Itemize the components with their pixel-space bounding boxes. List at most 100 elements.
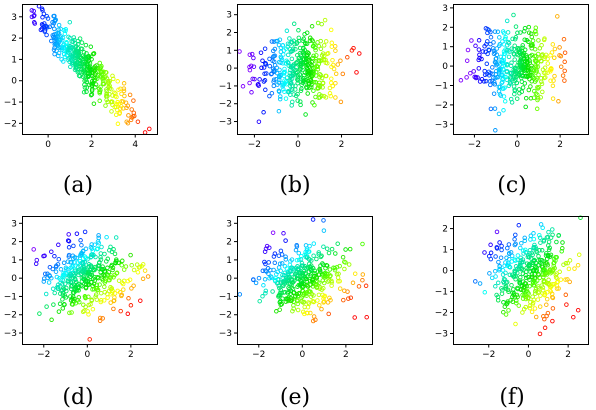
data-point	[77, 263, 83, 269]
data-point	[41, 276, 47, 281]
data-point	[85, 265, 91, 270]
data-point	[515, 30, 520, 36]
data-point	[541, 37, 547, 43]
data-point	[352, 315, 357, 320]
data-point	[67, 19, 73, 25]
data-point	[41, 253, 46, 259]
data-point	[544, 296, 550, 302]
data-point	[117, 110, 123, 115]
data-point	[486, 48, 492, 53]
data-point	[289, 56, 295, 62]
data-point	[537, 235, 543, 240]
data-point	[540, 285, 546, 290]
data-point	[547, 267, 552, 273]
data-point	[74, 231, 80, 236]
data-point	[476, 66, 482, 71]
data-point	[262, 277, 268, 282]
data-point	[56, 31, 62, 36]
data-point	[567, 279, 572, 285]
data-point	[546, 229, 551, 235]
data-point	[267, 63, 273, 69]
data-point	[49, 249, 54, 254]
data-point	[513, 71, 518, 77]
data-point	[97, 60, 103, 66]
data-point	[496, 259, 501, 265]
data-point	[304, 246, 310, 251]
x-tick-label: −2	[248, 140, 261, 150]
data-point	[67, 35, 73, 41]
data-point	[69, 310, 74, 315]
data-point	[73, 300, 79, 306]
data-point	[548, 53, 553, 58]
data-point	[515, 45, 521, 51]
data-point	[293, 70, 299, 76]
data-point	[276, 89, 282, 94]
data-point	[301, 50, 306, 56]
data-point	[34, 257, 40, 263]
data-point	[501, 309, 506, 315]
data-point	[522, 235, 527, 241]
data-point	[537, 304, 543, 309]
data-point	[343, 247, 348, 252]
data-point	[121, 86, 127, 91]
data-point	[538, 222, 544, 227]
data-point	[304, 65, 310, 71]
data-point	[519, 75, 524, 81]
data-point	[309, 84, 314, 90]
data-point	[520, 64, 526, 69]
data-point	[533, 314, 539, 320]
data-point	[559, 249, 564, 254]
data-point	[104, 89, 109, 94]
data-point	[488, 250, 494, 256]
data-point	[310, 318, 316, 324]
data-point	[542, 325, 548, 331]
data-point	[56, 309, 62, 314]
data-point	[306, 51, 311, 56]
data-point	[464, 75, 469, 80]
data-point	[540, 52, 545, 57]
data-point	[563, 277, 568, 282]
x-tick-label: 0	[84, 350, 90, 360]
data-point	[313, 47, 318, 53]
data-point	[68, 294, 73, 299]
data-point	[320, 80, 326, 86]
data-point	[560, 246, 565, 251]
data-point	[313, 317, 318, 323]
y-tick-label: −2	[435, 309, 448, 319]
data-point	[311, 253, 316, 258]
data-point	[97, 98, 102, 104]
data-point	[490, 65, 495, 70]
data-point	[319, 53, 325, 58]
data-point	[531, 268, 536, 274]
data-point	[104, 259, 109, 264]
data-point	[131, 98, 136, 103]
data-point	[259, 65, 264, 71]
data-point	[489, 275, 495, 281]
data-point	[69, 276, 75, 281]
data-point	[532, 306, 538, 311]
data-point	[89, 298, 94, 303]
data-point	[84, 85, 90, 90]
data-point	[328, 27, 334, 33]
data-point	[501, 276, 507, 282]
data-point	[111, 298, 117, 303]
data-point	[279, 290, 284, 296]
data-point	[84, 51, 89, 56]
data-point	[523, 247, 528, 253]
data-point	[539, 53, 544, 58]
data-point	[327, 267, 333, 272]
y-tick-label: −3	[219, 118, 232, 128]
data-point	[511, 12, 516, 18]
data-point	[80, 260, 86, 265]
data-point	[506, 48, 511, 53]
data-point	[527, 305, 533, 311]
data-point	[285, 298, 291, 304]
data-point	[553, 275, 559, 280]
data-point	[96, 233, 101, 238]
data-point	[556, 99, 561, 104]
data-point	[458, 78, 464, 83]
data-point	[56, 45, 61, 51]
data-point	[333, 48, 338, 53]
y-tick-label: 1	[226, 46, 232, 56]
y-tick-label: 3	[226, 11, 232, 21]
